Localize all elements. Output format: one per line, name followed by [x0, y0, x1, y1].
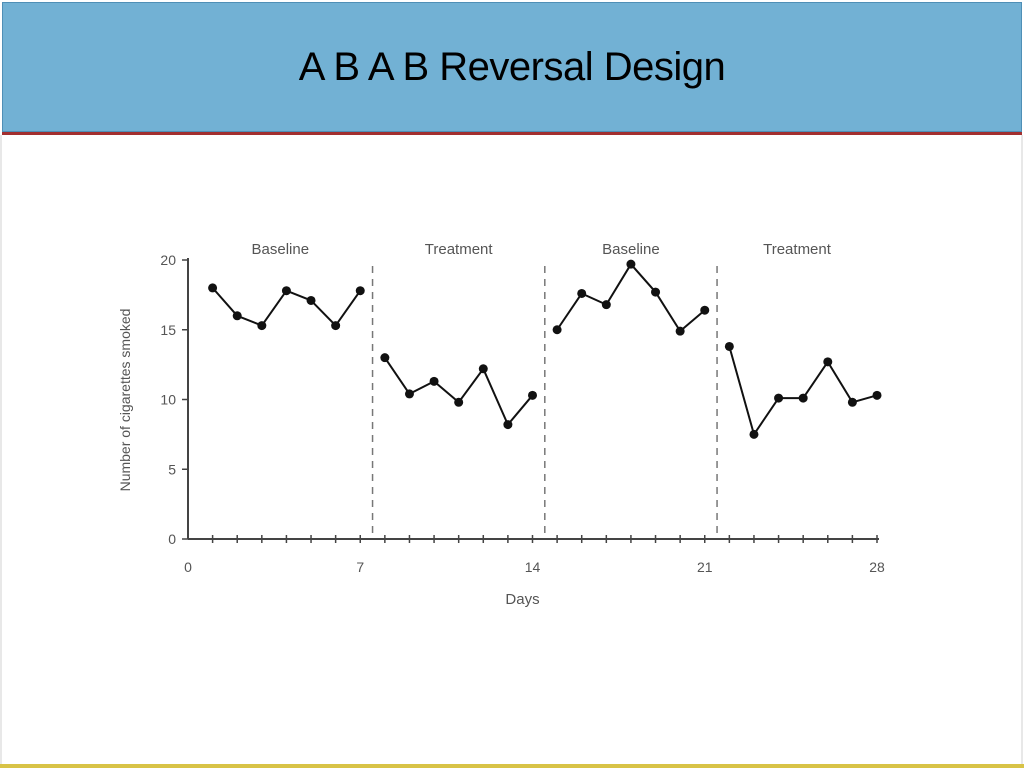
data-point: [823, 357, 833, 367]
data-point: [306, 295, 316, 305]
phase-label: Baseline: [252, 241, 310, 258]
y-tick-label: 20: [160, 252, 176, 268]
y-axis-label: Number of cigarettes smoked: [117, 309, 133, 492]
data-point: [355, 286, 365, 296]
phase-label: Treatment: [763, 241, 832, 258]
data-point: [380, 353, 390, 363]
data-point: [232, 311, 242, 321]
data-point: [626, 259, 636, 269]
data-point: [675, 326, 685, 336]
x-tick-label: 21: [697, 559, 713, 575]
data-point: [404, 389, 414, 399]
title-divider: [2, 132, 1022, 135]
phase-dividers: [371, 266, 718, 537]
y-tick-label: 10: [160, 392, 176, 408]
x-tick-label: 28: [869, 559, 885, 575]
data-point: [552, 325, 562, 335]
data-point: [331, 321, 341, 331]
x-ticks: 0 7 14 21 28: [184, 535, 885, 575]
series-line: [728, 346, 878, 436]
x-axis-label: Days: [505, 591, 539, 608]
data-point: [281, 286, 291, 296]
y-tick-label: 15: [160, 322, 176, 338]
x-tick-label: 7: [356, 559, 364, 575]
slide-title: A B A B Reversal Design: [298, 44, 726, 89]
right-border: [1021, 135, 1023, 765]
phase-label: Baseline: [602, 241, 660, 258]
data-point: [503, 420, 513, 430]
data-point: [749, 429, 759, 439]
data-point: [774, 393, 784, 403]
data-point: [601, 300, 611, 310]
data-point: [478, 364, 488, 374]
y-ticks: 0 5 10 15 20: [160, 252, 188, 547]
x-tick-label: 0: [184, 559, 192, 575]
title-bar: A B A B Reversal Design: [2, 2, 1022, 132]
left-border: [0, 135, 2, 765]
data-point: [798, 393, 808, 403]
data-point: [257, 321, 267, 331]
phase-labels: Baseline Treatment Baseline Treatment: [252, 241, 832, 258]
data-point: [429, 376, 439, 386]
data-point: [208, 283, 218, 293]
y-tick-label: 0: [168, 531, 176, 547]
data-point: [528, 390, 537, 400]
series-line: [556, 263, 706, 333]
phase-label: Treatment: [425, 241, 494, 258]
data-point: [700, 305, 710, 315]
data-point: [651, 287, 661, 297]
data-point: [872, 390, 882, 400]
y-tick-label: 5: [168, 461, 176, 477]
data-point: [724, 341, 734, 351]
data-points: [208, 259, 882, 439]
data-point: [847, 397, 857, 407]
axes: [187, 258, 879, 540]
data-point: [454, 397, 464, 407]
bottom-divider: [0, 764, 1024, 768]
x-tick-label: 14: [525, 559, 541, 575]
data-point: [577, 288, 587, 298]
